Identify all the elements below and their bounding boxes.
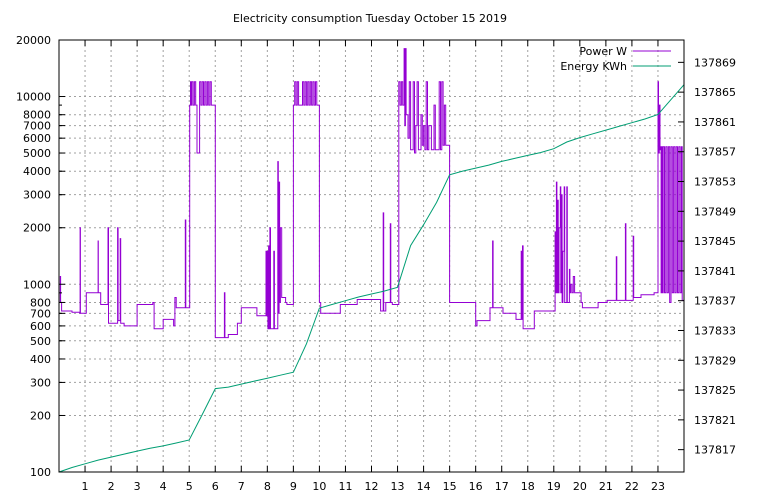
x-tick-label: 9: [290, 480, 297, 493]
y-tick-label: 1000: [23, 278, 51, 291]
y-tick-label: 20000: [16, 34, 51, 47]
x-tick-label: 12: [365, 480, 379, 493]
y2-tick-label: 137869: [694, 56, 736, 69]
x-tick-label: 17: [495, 480, 509, 493]
x-tick-label: 4: [160, 480, 167, 493]
x-tick-label: 23: [651, 480, 665, 493]
x-tick-label: 10: [312, 480, 326, 493]
y-tick-label: 3000: [23, 189, 51, 202]
x-tick-label: 19: [547, 480, 561, 493]
y2-tick-label: 137829: [694, 354, 736, 367]
y-tick-label: 300: [30, 376, 51, 389]
y-tick-label: 2000: [23, 222, 51, 235]
x-tick-label: 13: [391, 480, 405, 493]
y2-tick-label: 137861: [694, 116, 736, 129]
y2-tick-label: 137817: [694, 444, 736, 457]
x-tick-label: 2: [108, 480, 115, 493]
ticks: 1 2 3 4 5 6 7 8 9 10 11 12 13 14 15 16 17 18 19 20 21 22 23100…: [16, 34, 736, 493]
x-tick-label: 14: [417, 480, 431, 493]
x-tick-label: 18: [521, 480, 535, 493]
y2-tick-label: 137837: [694, 295, 736, 308]
y-tick-label: 6000: [23, 132, 51, 145]
x-tick-label: 3: [134, 480, 141, 493]
x-tick-label: 11: [338, 480, 352, 493]
y-tick-label: 5000: [23, 147, 51, 160]
x-tick-label: 8: [264, 480, 271, 493]
y2-tick-label: 137853: [694, 176, 736, 189]
x-tick-label: 1: [82, 480, 89, 493]
y-tick-label: 10000: [16, 91, 51, 104]
y2-tick-label: 137841: [694, 265, 736, 278]
y-tick-label: 200: [30, 409, 51, 422]
y2-tick-label: 137833: [694, 324, 736, 337]
y2-tick-label: 137825: [694, 384, 736, 397]
x-tick-label: 15: [443, 480, 457, 493]
y-tick-label: 100: [30, 466, 51, 479]
y-tick-label: 500: [30, 335, 51, 348]
x-tick-label: 21: [599, 480, 613, 493]
x-tick-label: 16: [469, 480, 483, 493]
y2-tick-label: 137857: [694, 146, 736, 159]
y-tick-label: 4000: [23, 165, 51, 178]
y-tick-label: 800: [30, 296, 51, 309]
legend: Power W Energy KWh: [560, 45, 671, 73]
series-line-power: [59, 48, 684, 339]
y-tick-label: 7000: [23, 120, 51, 133]
series-layer: [58, 48, 685, 473]
y-tick-label: 8000: [23, 109, 51, 122]
chart-title: Electricity consumption Tuesday October …: [233, 12, 507, 25]
y-tick-label: 600: [30, 320, 51, 333]
y2-tick-label: 137849: [694, 205, 736, 218]
x-tick-label: 6: [212, 480, 219, 493]
x-tick-label: 20: [573, 480, 587, 493]
y-tick-label: 400: [30, 353, 51, 366]
y-tick-label: 700: [30, 307, 51, 320]
grid-lines: [59, 40, 684, 472]
x-tick-label: 7: [238, 480, 245, 493]
x-tick-label: 5: [186, 480, 193, 493]
series-line-energy: [58, 84, 685, 473]
x-tick-label: 22: [625, 480, 639, 493]
legend-label: Power W: [579, 45, 627, 58]
y2-tick-label: 137845: [694, 235, 736, 248]
y2-tick-label: 137821: [694, 414, 736, 427]
legend-label: Energy KWh: [560, 60, 627, 73]
y2-tick-label: 137865: [694, 86, 736, 99]
